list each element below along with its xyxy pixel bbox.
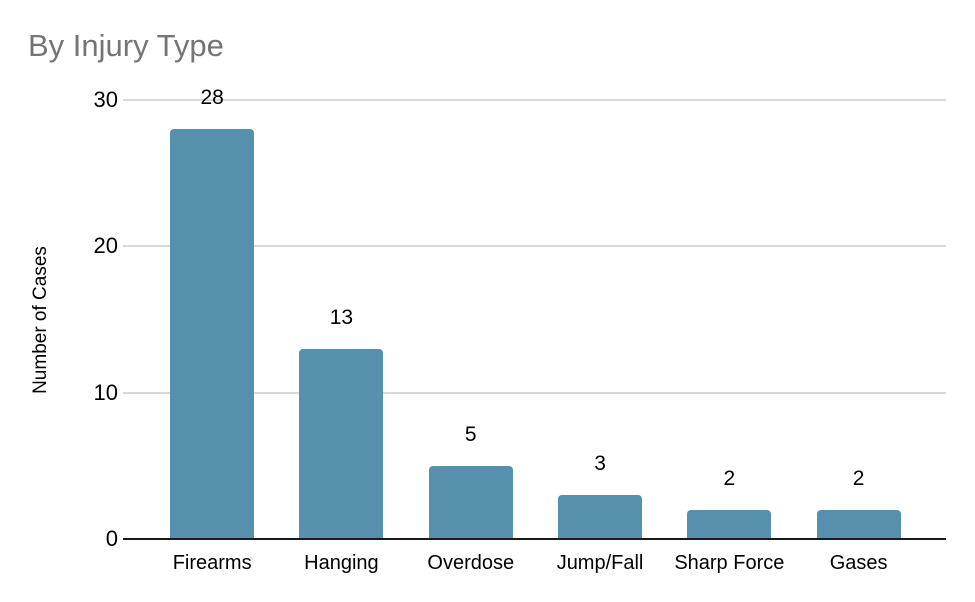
- bar-value-label: 2: [852, 466, 865, 490]
- y-tick-label: 20: [93, 233, 118, 259]
- bar-value-label: 13: [329, 305, 354, 329]
- y-tick-label: 30: [93, 87, 118, 112]
- bar-value-label: 5: [464, 422, 477, 446]
- gridline: [123, 245, 946, 248]
- x-category-label: Hanging: [304, 552, 379, 574]
- bar-sharp-force: [687, 509, 772, 539]
- bar-hanging: [299, 348, 384, 539]
- x-category-label: Gases: [829, 552, 888, 574]
- x-axis-line: [123, 538, 946, 540]
- y-tick-label: 10: [93, 379, 118, 405]
- gridline: [123, 99, 946, 101]
- bar-value-label: 3: [594, 452, 606, 476]
- x-category-label: Sharp Force: [674, 552, 785, 574]
- y-tick-label: 0: [105, 526, 118, 551]
- x-category-label: Overdose: [427, 552, 515, 574]
- x-category-label: Firearms: [172, 552, 252, 574]
- bar-jump-fall: [558, 495, 643, 539]
- bar-gases: [816, 509, 901, 539]
- chart-title: By Injury Type: [28, 28, 224, 63]
- bar-overdose: [428, 465, 513, 539]
- x-category-label: Jump/Fall: [556, 552, 644, 574]
- bar-firearms: [170, 129, 255, 539]
- bar-value-label: 28: [200, 86, 224, 110]
- bar-value-label: 2: [723, 466, 736, 490]
- gridline: [123, 391, 946, 394]
